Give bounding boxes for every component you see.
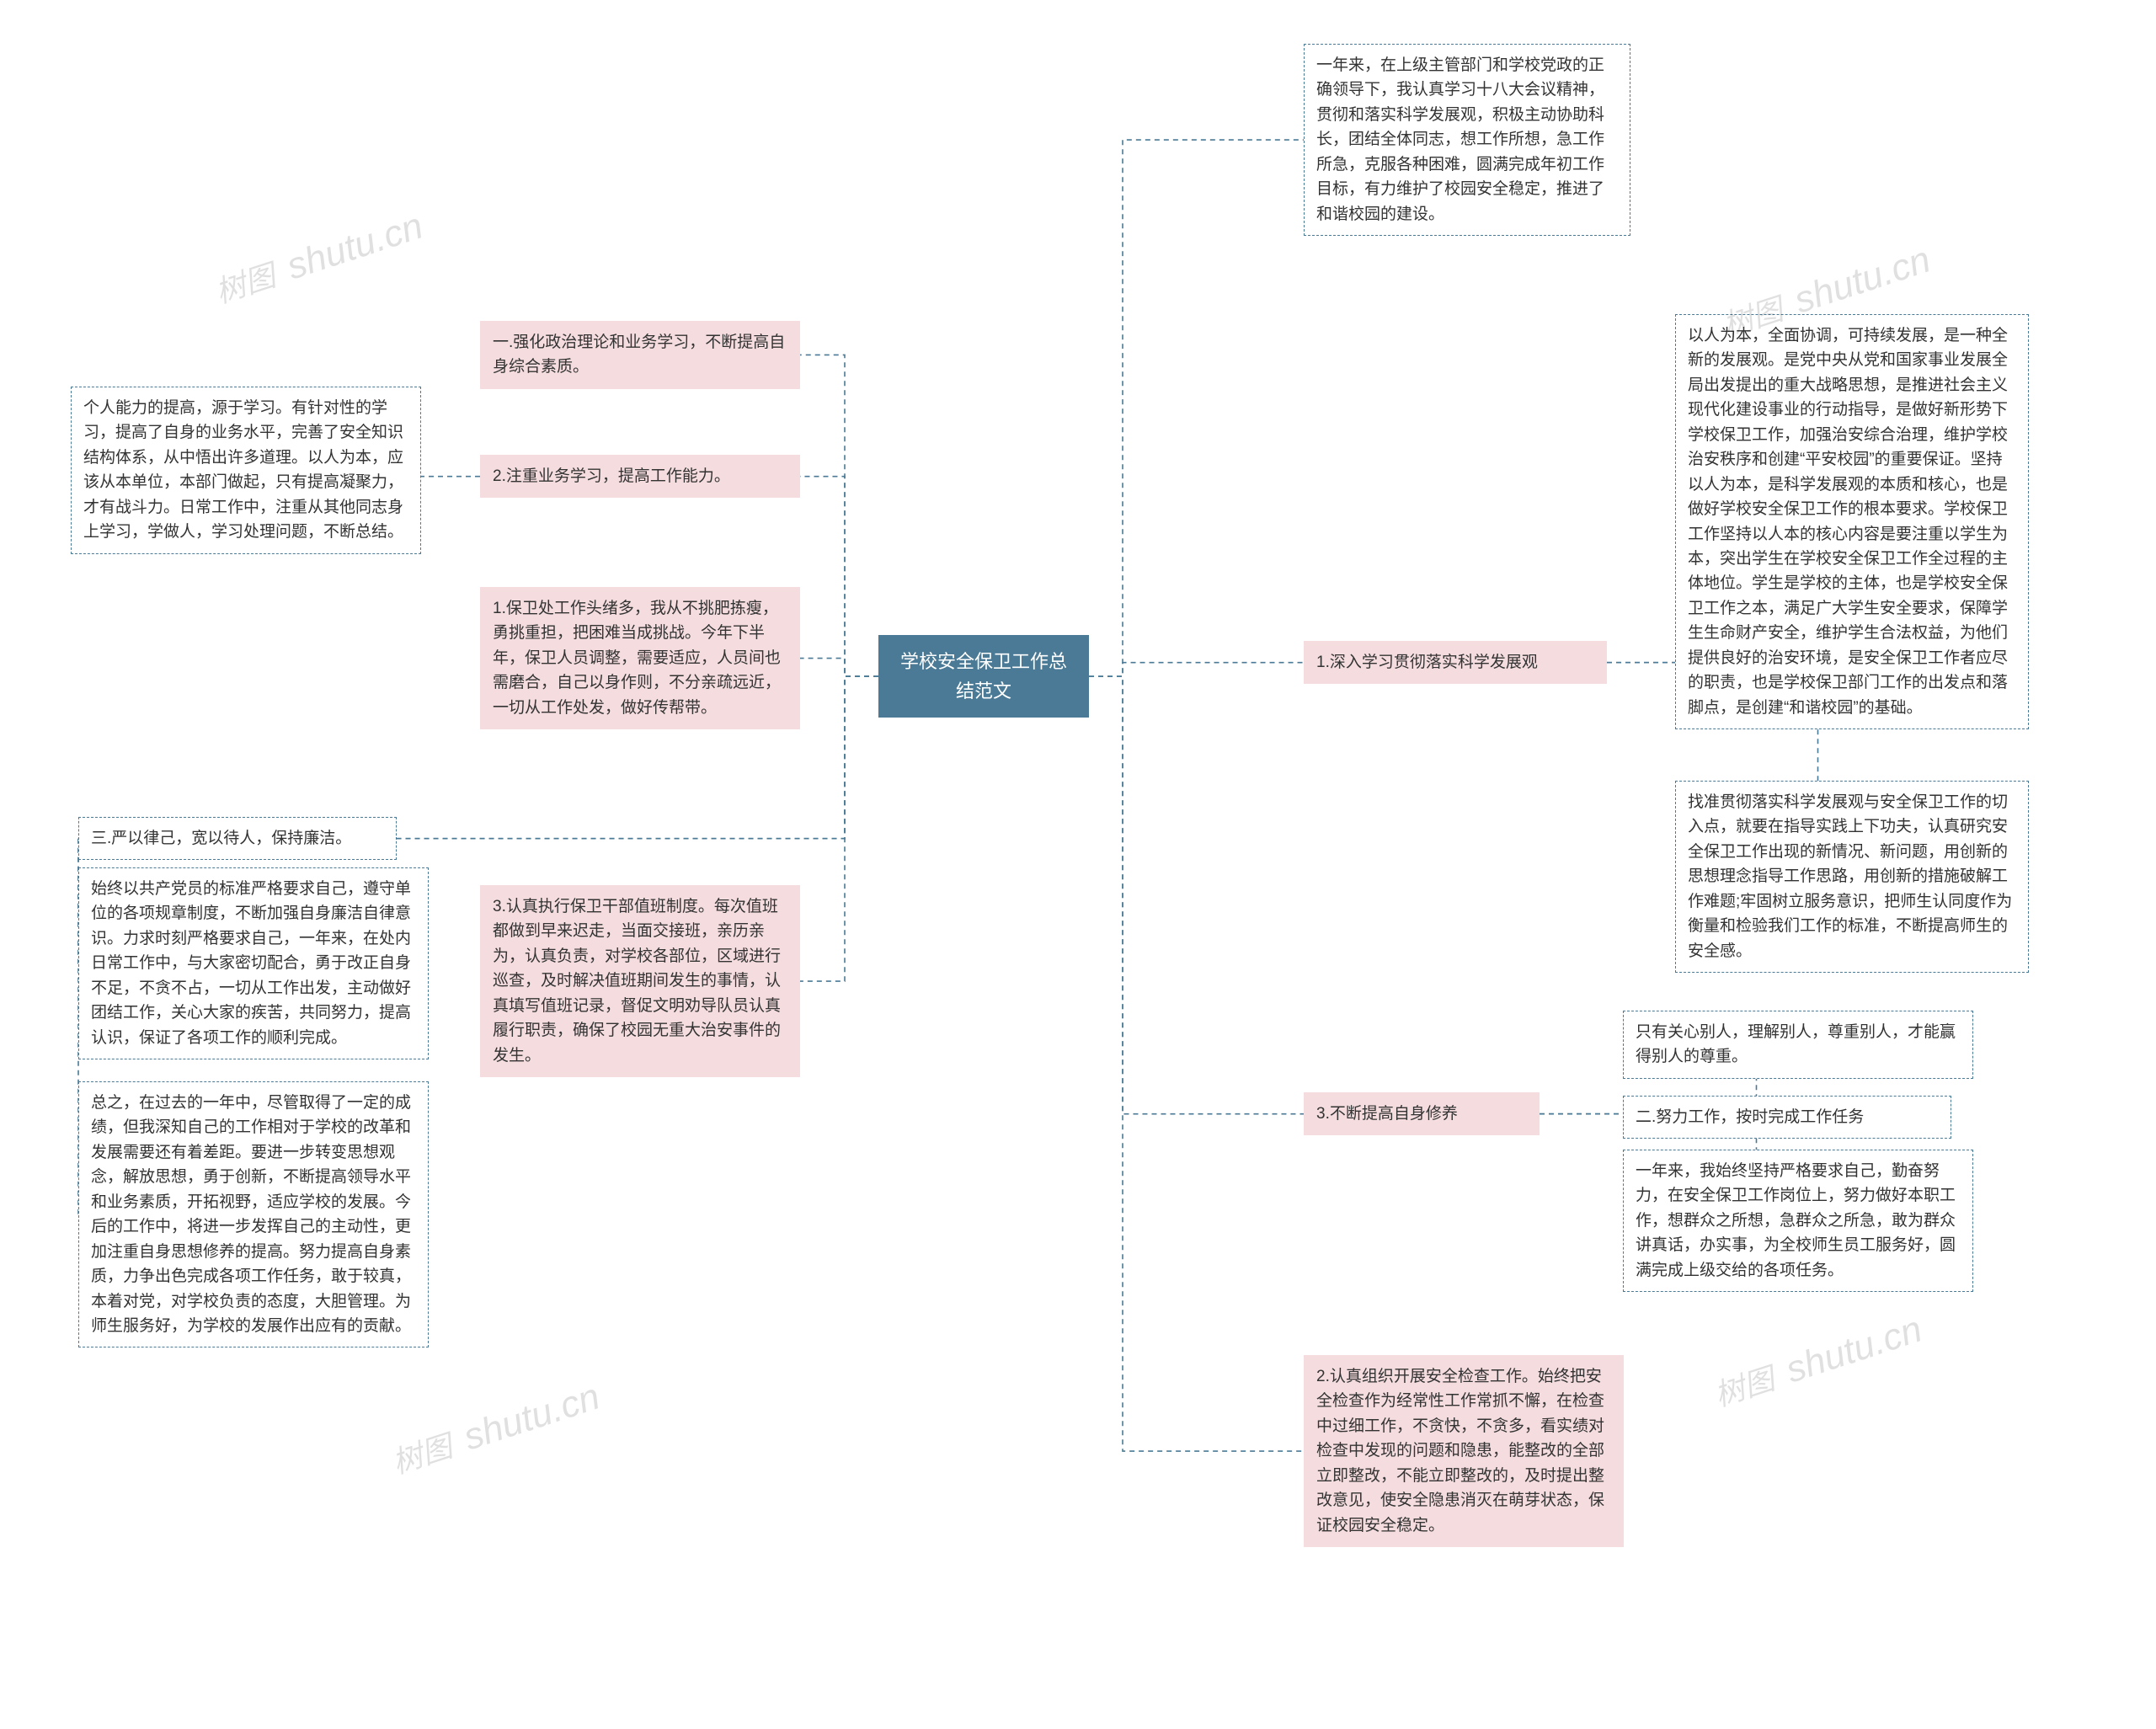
node-L4a: 始终以共产党员的标准严格要求自己，遵守单位的各项规章制度，不断加强自身廉洁自律意… [78,867,429,1059]
watermark: 树图 shutu.cn [209,204,428,312]
node-L4b: 总之，在过去的一年中，尽管取得了一定的成绩，但我深知自己的工作相对于学校的改革和… [78,1081,429,1347]
root-node: 学校安全保卫工作总结范文 [878,635,1089,718]
node-R1a: 以人为本，全面协调，可持续发展，是一种全新的发展观。是党中央从党和国家事业发展全… [1675,314,2029,729]
node-R3b: 二.努力工作，按时完成工作任务 [1623,1096,1951,1139]
node-L2: 2.注重业务学习，提高工作能力。 [480,455,800,498]
node-R3c: 一年来，我始终坚持严格要求自己，勤奋努力，在安全保卫工作岗位上，努力做好本职工作… [1623,1150,1973,1292]
node-L5: 3.认真执行保卫干部值班制度。每次值班都做到早来迟走，当面交接班，亲历亲为，认真… [480,885,800,1077]
node-R2: 2.认真组织开展安全检查工作。始终把安全检查作为经常性工作常抓不懈，在检查中过细… [1304,1355,1624,1547]
node-L4: 三.严以律己，宽以待人，保持廉洁。 [78,817,397,860]
node-R1: 1.深入学习贯彻落实科学发展观 [1304,641,1607,684]
node-L2a: 个人能力的提高，源于学习。有针对性的学习，提高了自身的业务水平，完善了安全知识结… [71,387,421,554]
watermark: 树图 shutu.cn [1708,1307,1927,1416]
node-R3: 3.不断提高自身修养 [1304,1092,1540,1135]
node-R0: 一年来，在上级主管部门和学校党政的正确领导下，我认真学习十八大会议精神，贯彻和落… [1304,44,1630,236]
node-R3a: 只有关心别人，理解别人，尊重别人，才能赢得别人的尊重。 [1623,1011,1973,1079]
node-R1b: 找准贯彻落实科学发展观与安全保卫工作的切入点，就要在指导实践上下功夫，认真研究安… [1675,781,2029,973]
watermark: 树图 shutu.cn [386,1374,605,1483]
node-L1: 一.强化政治理论和业务学习，不断提高自身综合素质。 [480,321,800,389]
node-L3: 1.保卫处工作头绪多，我从不挑肥拣瘦，勇挑重担，把困难当成挑战。今年下半年，保卫… [480,587,800,729]
